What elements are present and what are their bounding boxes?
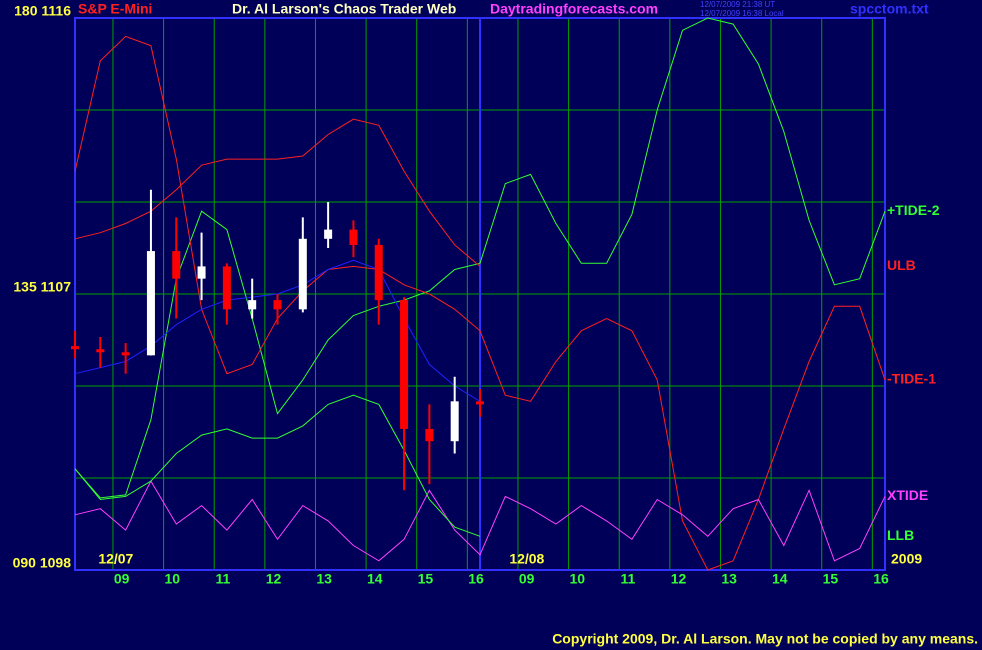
website: Daytradingforecasts.com — [490, 1, 658, 17]
candle-body — [172, 251, 181, 279]
x-tick-label: 10 — [569, 571, 585, 587]
series-label: +TIDE-2 — [887, 202, 940, 218]
candle-body — [222, 266, 231, 310]
timestamp: 12/07/2009 21:38 UT — [700, 0, 775, 9]
x-tick-label: 15 — [418, 571, 434, 587]
candle-body — [96, 349, 105, 353]
x-tick-label: 12 — [266, 571, 282, 587]
series-line — [74, 394, 481, 537]
file-name: spcctom.txt — [850, 1, 929, 17]
x-tick-label: 16 — [468, 571, 484, 587]
series-line — [74, 35, 886, 571]
candle-body — [324, 229, 333, 239]
series-line — [74, 118, 481, 267]
series-label: LLB — [887, 527, 914, 543]
plot-frame — [74, 17, 886, 571]
x-tick-label: 12 — [671, 571, 687, 587]
series-label: ULB — [887, 257, 916, 273]
x-tick-label: 10 — [164, 571, 180, 587]
y-tick-label: 090 1098 — [13, 555, 72, 571]
x-tick-label: 13 — [316, 571, 332, 587]
x-tick-label: 11 — [215, 571, 230, 587]
x-tick-label: 16 — [873, 571, 889, 587]
x-tick-label: 09 — [114, 571, 130, 587]
series-line — [74, 480, 886, 562]
candle-body — [298, 238, 307, 310]
date-label: 12/08 — [509, 551, 544, 567]
candle-body — [349, 229, 358, 245]
candle-body — [450, 401, 459, 442]
x-tick-label: 14 — [367, 571, 383, 587]
candle-body — [248, 300, 257, 310]
copyright: Copyright 2009, Dr. Al Larson. May not b… — [552, 631, 978, 647]
x-tick-label: 13 — [721, 571, 737, 587]
series-label: -TIDE-1 — [887, 371, 936, 387]
series-label: XTIDE — [887, 487, 928, 503]
candle-body — [71, 346, 79, 350]
candle-body — [400, 300, 409, 429]
instrument: S&P E-Mini — [78, 1, 152, 17]
date-label: 2009 — [891, 551, 922, 567]
candle-body — [273, 300, 282, 310]
candle-body — [197, 266, 206, 279]
candle-body — [374, 244, 383, 301]
y-tick-label: 180 1116 — [14, 3, 71, 19]
candle-body — [425, 428, 434, 442]
x-tick-label: 15 — [823, 571, 839, 587]
series-line — [74, 17, 886, 499]
candle-body — [476, 401, 484, 405]
candle-body — [146, 251, 155, 356]
chart-title: Dr. Al Larson's Chaos Trader Web — [232, 1, 456, 17]
candle-body — [121, 352, 130, 356]
timestamp: 12/07/2009 16:38 Local — [700, 9, 784, 18]
y-tick-label: 135 1107 — [13, 279, 71, 295]
x-tick-label: 14 — [772, 571, 788, 587]
date-label: 12/07 — [98, 551, 133, 567]
x-tick-label: 09 — [519, 571, 535, 587]
x-tick-label: 11 — [620, 571, 635, 587]
